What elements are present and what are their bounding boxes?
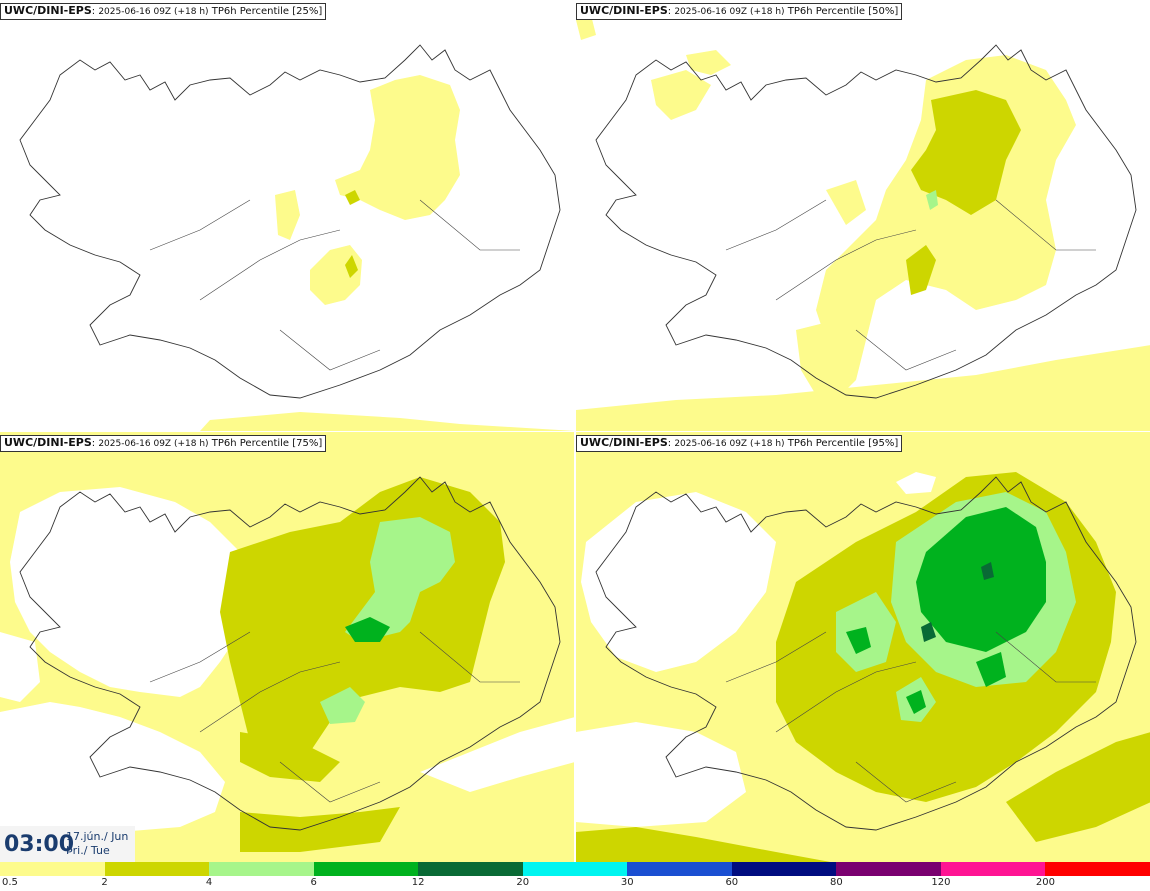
model-name: UWC/DINI-EPS	[580, 436, 668, 449]
legend-swatch	[731, 862, 837, 876]
legend-tick-label: 6	[310, 877, 317, 888]
legend-tick-label: 12	[411, 877, 425, 888]
product-name: TP6h Percentile [25%]	[211, 6, 323, 17]
valid-time-box: 03:00 17.jún./ Jun Þri./ Tue	[0, 826, 135, 862]
legend-swatch	[0, 862, 105, 876]
color-legend: 0.5 2 4 6 12 20 30 60 80 120 200	[0, 862, 1150, 891]
legend-colorbar	[0, 862, 1150, 876]
legend-swatch	[313, 862, 419, 876]
legend-tick-label: 80	[829, 877, 843, 888]
map-canvas-25	[19, 44, 575, 431]
panel-title: UWC/DINI-EPS: 2025-06-16 09Z (+18 h) TP6…	[576, 3, 903, 20]
product-name: TP6h Percentile [50%]	[787, 6, 899, 17]
map-canvas-95	[576, 432, 1150, 863]
legend-swatch	[627, 862, 732, 876]
map-panel-25: UWC/DINI-EPS: 2025-06-16 09Z (+18 h) TP6…	[0, 0, 575, 431]
legend-tick-label: 60	[725, 877, 739, 888]
legend-tick-label: 20	[516, 877, 530, 888]
panel-divider	[574, 0, 576, 862]
panel-title: UWC/DINI-EPS: 2025-06-16 09Z (+18 h) TP6…	[0, 3, 327, 20]
map-canvas-75	[0, 432, 575, 863]
legend-swatch	[836, 862, 941, 876]
legend-tick-label: 200	[1035, 877, 1055, 888]
legend-tick-label: 2	[101, 877, 108, 888]
legend-swatch	[209, 862, 314, 876]
run-time: 2025-06-16 09Z (+18 h)	[98, 7, 209, 17]
legend-tick-label: 0.5	[2, 877, 18, 888]
model-name: UWC/DINI-EPS	[580, 4, 668, 17]
legend-tick-label: 4	[205, 877, 213, 888]
map-canvas-50	[576, 15, 1150, 431]
legend-swatch	[940, 862, 1046, 876]
valid-time: 03:00	[4, 832, 75, 857]
legend-swatch	[104, 862, 210, 876]
run-time: 2025-06-16 09Z (+18 h)	[674, 7, 785, 17]
valid-date-line2: Þri./ Tue	[66, 844, 110, 857]
panel-title: UWC/DINI-EPS: 2025-06-16 09Z (+18 h) TP6…	[576, 435, 903, 452]
product-name: TP6h Percentile [95%]	[787, 438, 899, 449]
map-panel-50: UWC/DINI-EPS: 2025-06-16 09Z (+18 h) TP6…	[576, 0, 1150, 431]
legend-swatch	[418, 862, 523, 876]
legend-swatch	[522, 862, 628, 876]
legend-swatch	[1045, 862, 1150, 876]
run-time: 2025-06-16 09Z (+18 h)	[674, 439, 785, 449]
panel-title: UWC/DINI-EPS: 2025-06-16 09Z (+18 h) TP6…	[0, 435, 327, 452]
map-panel-75: UWC/DINI-EPS: 2025-06-16 09Z (+18 h) TP6…	[0, 432, 575, 863]
map-panel-95: UWC/DINI-EPS: 2025-06-16 09Z (+18 h) TP6…	[576, 432, 1150, 863]
model-name: UWC/DINI-EPS	[4, 4, 92, 17]
run-time: 2025-06-16 09Z (+18 h)	[98, 439, 209, 449]
product-name: TP6h Percentile [75%]	[211, 438, 323, 449]
valid-date: 17.jún./ Jun Þri./ Tue	[66, 830, 128, 858]
legend-tick-label: 120	[931, 877, 951, 888]
valid-date-line1: 17.jún./ Jun	[66, 830, 129, 843]
model-name: UWC/DINI-EPS	[4, 436, 92, 449]
legend-tick-label: 30	[620, 877, 634, 888]
